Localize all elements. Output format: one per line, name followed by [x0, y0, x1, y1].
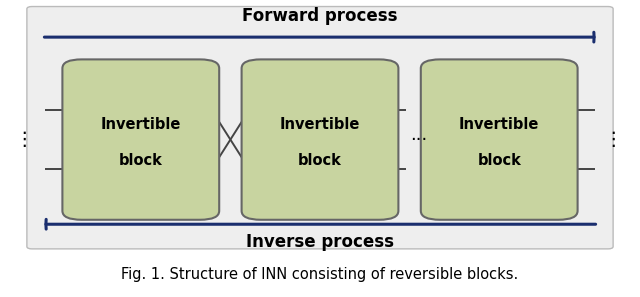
Text: block: block: [119, 153, 163, 168]
Text: block: block: [298, 153, 342, 168]
Text: ⋮: ⋮: [604, 130, 623, 149]
Text: Forward process: Forward process: [243, 7, 397, 25]
Text: Invertible: Invertible: [100, 117, 181, 132]
FancyBboxPatch shape: [241, 59, 398, 220]
Text: block: block: [477, 153, 521, 168]
Text: Invertible: Invertible: [459, 117, 540, 132]
Text: ···: ···: [411, 131, 428, 148]
Text: Inverse process: Inverse process: [246, 233, 394, 251]
FancyBboxPatch shape: [63, 59, 219, 220]
Text: Invertible: Invertible: [280, 117, 360, 132]
Text: ⋮: ⋮: [15, 130, 34, 149]
Text: Fig. 1. Structure of INN consisting of reversible blocks.: Fig. 1. Structure of INN consisting of r…: [122, 267, 518, 282]
FancyBboxPatch shape: [421, 59, 578, 220]
FancyBboxPatch shape: [27, 7, 613, 249]
